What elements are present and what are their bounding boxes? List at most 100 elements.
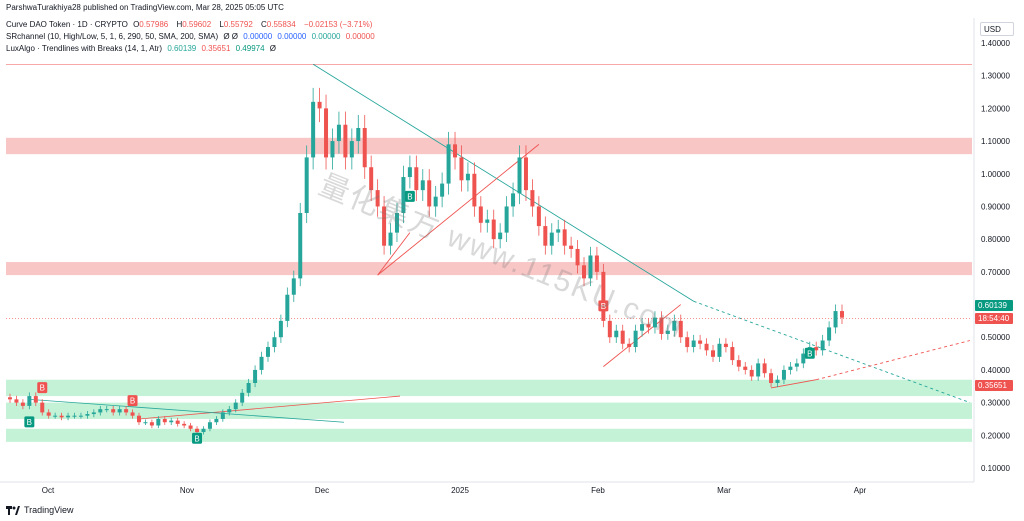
tradingview-brand[interactable]: TradingView bbox=[24, 505, 74, 515]
candle-body bbox=[440, 183, 445, 197]
candle-body bbox=[124, 409, 129, 413]
support-price-tag: 0.35651 bbox=[975, 380, 1013, 391]
price-tick-label: 0.20000 bbox=[981, 431, 1010, 440]
candle-body bbox=[149, 422, 154, 426]
indicator1-name[interactable]: SRchannel (10, High/Low, 5, 1, 6, 290, 5… bbox=[6, 32, 219, 41]
candle-body bbox=[40, 402, 45, 413]
sell-signal-badge bbox=[598, 300, 609, 312]
candle-body bbox=[769, 373, 774, 383]
candle-body bbox=[220, 412, 225, 419]
time-tick-label: Oct bbox=[42, 486, 55, 495]
price-tick-label: 0.80000 bbox=[981, 235, 1010, 244]
signal-label: B bbox=[407, 192, 412, 201]
candle-body bbox=[781, 369, 786, 380]
price-tick-label: 0.30000 bbox=[981, 399, 1010, 408]
indicator1-line[interactable]: SRchannel (10, High/Low, 5, 1, 6, 290, 5… bbox=[6, 32, 378, 42]
candle-body bbox=[91, 412, 96, 415]
candle-body bbox=[672, 320, 677, 331]
candle-body bbox=[20, 402, 25, 406]
candle-body bbox=[291, 278, 296, 295]
candle-body bbox=[788, 366, 793, 370]
uptrend-line bbox=[377, 143, 540, 276]
candle-body bbox=[8, 397, 12, 400]
candle-body bbox=[594, 255, 599, 272]
price-tick-label: 0.50000 bbox=[981, 333, 1010, 342]
candle-body bbox=[111, 409, 116, 413]
candle-body bbox=[575, 248, 580, 266]
candle-body bbox=[227, 409, 232, 413]
candle-body bbox=[814, 347, 819, 351]
candle-body bbox=[27, 396, 32, 406]
time-axis[interactable]: Oct Nov Dec 2025 Feb Mar Apr bbox=[42, 486, 867, 495]
candle-body bbox=[646, 324, 651, 328]
candle-body bbox=[485, 219, 490, 223]
price-axis[interactable]: 1.40000 1.30000 1.20000 1.10000 1.00000 0.900… bbox=[981, 39, 1010, 473]
candle-body bbox=[317, 101, 322, 109]
indicator2-line[interactable]: LuxAlgo · Trendlines with Breaks (14, 1,… bbox=[6, 44, 279, 54]
buy-signal-badge bbox=[24, 416, 35, 428]
downtrend-line bbox=[29, 398, 345, 423]
candle-body bbox=[498, 232, 503, 240]
candle-body bbox=[401, 177, 406, 213]
candle-body bbox=[472, 173, 477, 207]
candle-body bbox=[491, 219, 496, 240]
candle-body bbox=[433, 196, 438, 207]
candle-body bbox=[407, 167, 412, 178]
price-tick-label: 1.10000 bbox=[981, 137, 1010, 146]
symbol-line: Curve DAO Token · 1D · CRYPTO O0.57986 H… bbox=[6, 20, 375, 30]
sell-signal-badge bbox=[127, 395, 138, 407]
candle-body bbox=[265, 347, 270, 357]
candle-body bbox=[53, 415, 58, 417]
candle-body bbox=[188, 425, 193, 429]
candle-body bbox=[336, 124, 341, 142]
candle-body bbox=[285, 294, 290, 321]
candle-body bbox=[130, 412, 135, 416]
candle-body bbox=[640, 324, 645, 331]
candle-body bbox=[175, 420, 180, 424]
candle-body bbox=[717, 343, 722, 357]
candle-body bbox=[427, 180, 432, 207]
candle-body bbox=[685, 337, 690, 348]
time-tick-label: Apr bbox=[854, 486, 867, 495]
candle-body bbox=[659, 317, 664, 334]
currency-button[interactable]: USD bbox=[980, 22, 1014, 36]
candle-body bbox=[162, 418, 167, 423]
buy-signal-badge bbox=[192, 432, 203, 444]
footer: TradingView bbox=[6, 505, 74, 515]
time-tick-label: Feb bbox=[591, 486, 605, 495]
candle-body bbox=[33, 396, 38, 403]
time-tick-label: Mar bbox=[717, 486, 731, 495]
candle-body bbox=[14, 399, 19, 403]
candle-body bbox=[233, 402, 238, 410]
candle-body bbox=[66, 415, 71, 418]
candle-body bbox=[536, 206, 541, 227]
price-change: −0.02153 (−3.71%) bbox=[303, 20, 373, 29]
indicator1-value: 0.00000 bbox=[243, 32, 273, 41]
candle-body bbox=[388, 232, 393, 246]
time-tick-label: Nov bbox=[180, 486, 194, 495]
buy-signal-badge bbox=[804, 347, 815, 359]
candle-body bbox=[652, 317, 657, 328]
candle-body bbox=[324, 108, 329, 158]
candle-body bbox=[794, 363, 799, 367]
candle-body bbox=[362, 128, 367, 168]
candle-body bbox=[607, 320, 612, 338]
signal-label: B bbox=[130, 397, 135, 406]
candle-body bbox=[72, 415, 77, 417]
sell-signal-badge bbox=[37, 382, 48, 394]
uptrend-line bbox=[770, 379, 817, 389]
candle-body bbox=[743, 366, 748, 370]
candle-body bbox=[414, 167, 419, 191]
candle-body bbox=[723, 343, 728, 348]
candle-body bbox=[446, 144, 451, 184]
indicator2-name[interactable]: LuxAlgo · Trendlines with Breaks (14, 1,… bbox=[6, 44, 163, 53]
candle-body bbox=[627, 343, 632, 348]
symbol-name[interactable]: Curve DAO Token · 1D · CRYPTO bbox=[6, 20, 128, 29]
downtrend-line bbox=[312, 63, 694, 302]
current-price-tag: 0.60139 bbox=[975, 300, 1013, 311]
signal-label: B bbox=[40, 384, 45, 393]
candle-body bbox=[459, 157, 464, 181]
candle-body bbox=[511, 193, 516, 207]
ohlc-close: C0.55834 bbox=[261, 20, 296, 29]
